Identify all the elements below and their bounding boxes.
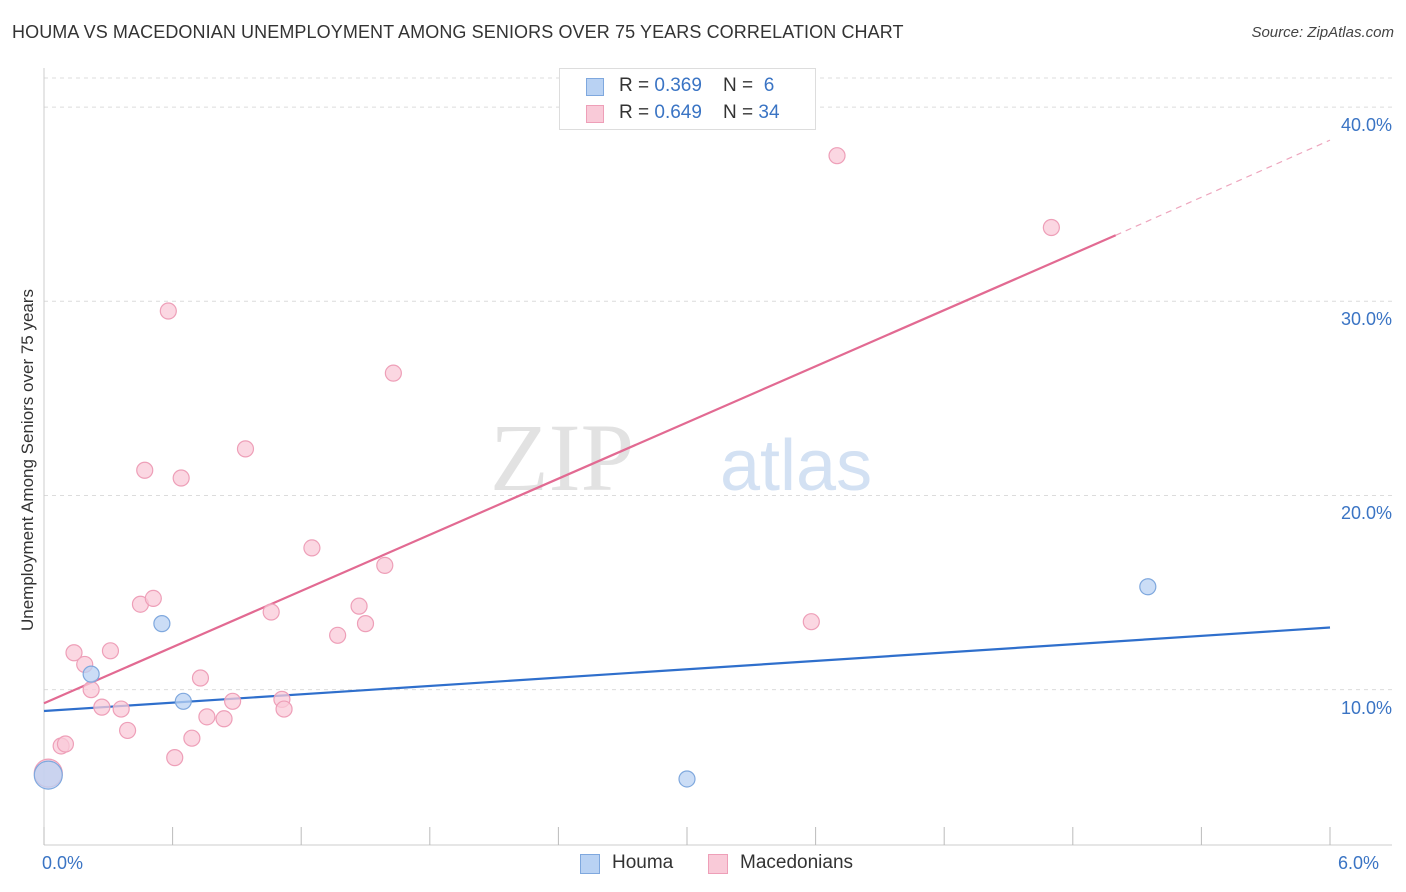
houma-point (33, 760, 63, 790)
macedonians-point (118, 721, 137, 740)
macedonians-legend-label: Macedonians (740, 852, 854, 873)
macedonians-point (303, 539, 321, 557)
n-value: 34 (758, 102, 780, 123)
macedonians-point (93, 698, 111, 716)
y-tick-label: 10.0% (1340, 697, 1392, 718)
gridlines (44, 77, 1392, 691)
houma-legend-label: Houma (612, 852, 674, 873)
macedonians-point (376, 556, 394, 574)
macedonians-point (350, 597, 368, 615)
macedonians-point (224, 692, 242, 710)
houma-point (82, 665, 100, 683)
macedonians-swatch (586, 105, 604, 123)
data-points (33, 147, 1157, 790)
r-label: R = (619, 102, 655, 123)
macedonians-point (356, 615, 375, 633)
macedonians-point (198, 708, 216, 726)
stats-legend: R = 0.369 N = 6 R = 0.649 N = 34 (559, 68, 816, 130)
macedonians-legend-swatch (708, 854, 728, 874)
macedonians-point (159, 302, 177, 320)
r-value: 0.649 (654, 102, 702, 123)
watermark-zip: ZIP (490, 404, 634, 511)
houma-point (153, 615, 171, 633)
macedonians-point (82, 681, 100, 699)
macedonians-point (136, 461, 154, 479)
macedonians-point (101, 642, 120, 660)
houma-swatch (586, 78, 604, 96)
macedonians-trend-extension (1115, 139, 1331, 236)
watermark-atlas: atlas (720, 426, 872, 506)
x-tick-label-min: 0.0% (42, 853, 84, 873)
macedonians-point (166, 749, 184, 767)
axes (43, 68, 1392, 846)
macedonians-trend-line (43, 234, 1117, 705)
macedonians-point (329, 626, 347, 644)
macedonians-point (191, 669, 210, 687)
legend-text-houma: R = 0.369 N = 6 (619, 75, 774, 97)
y-tick-label: 30.0% (1340, 309, 1392, 330)
houma-point (174, 692, 192, 710)
macedonians-point (262, 603, 280, 621)
macedonians-point (215, 710, 233, 728)
macedonians-point (384, 364, 402, 382)
houma-point (678, 770, 696, 788)
r-label: R = (619, 75, 655, 96)
y-tick-label: 40.0% (1340, 115, 1392, 136)
macedonians-point (802, 613, 820, 631)
houma-trend-line (43, 626, 1331, 713)
x-tick-label-max: 6.0% (1338, 853, 1380, 873)
macedonians-point (828, 147, 846, 165)
n-label: N = (723, 102, 759, 123)
macedonians-point (112, 700, 130, 718)
r-value: 0.369 (654, 75, 702, 96)
macedonians-point (56, 735, 75, 753)
source-label: Source: ZipAtlas.com (1251, 24, 1394, 41)
legend-text-macedonians: R = 0.649 N = 34 (619, 102, 780, 124)
macedonians-point (275, 700, 293, 718)
macedonians-point (236, 440, 255, 458)
y-tick-label: 20.0% (1340, 503, 1392, 524)
chart-title: HOUMA VS MACEDONIAN UNEMPLOYMENT AMONG S… (12, 22, 904, 42)
macedonians-point (183, 729, 201, 747)
n-label: N = (723, 75, 759, 96)
watermark: ZIP atlas (490, 404, 872, 511)
n-value: 6 (758, 75, 775, 96)
houma-legend-swatch (580, 854, 600, 874)
houma-point (1139, 578, 1157, 596)
macedonians-point (172, 469, 190, 487)
macedonians-point (65, 644, 83, 662)
macedonians-point (1042, 218, 1060, 237)
macedonians-point (144, 589, 162, 607)
trend-lines (43, 139, 1331, 713)
